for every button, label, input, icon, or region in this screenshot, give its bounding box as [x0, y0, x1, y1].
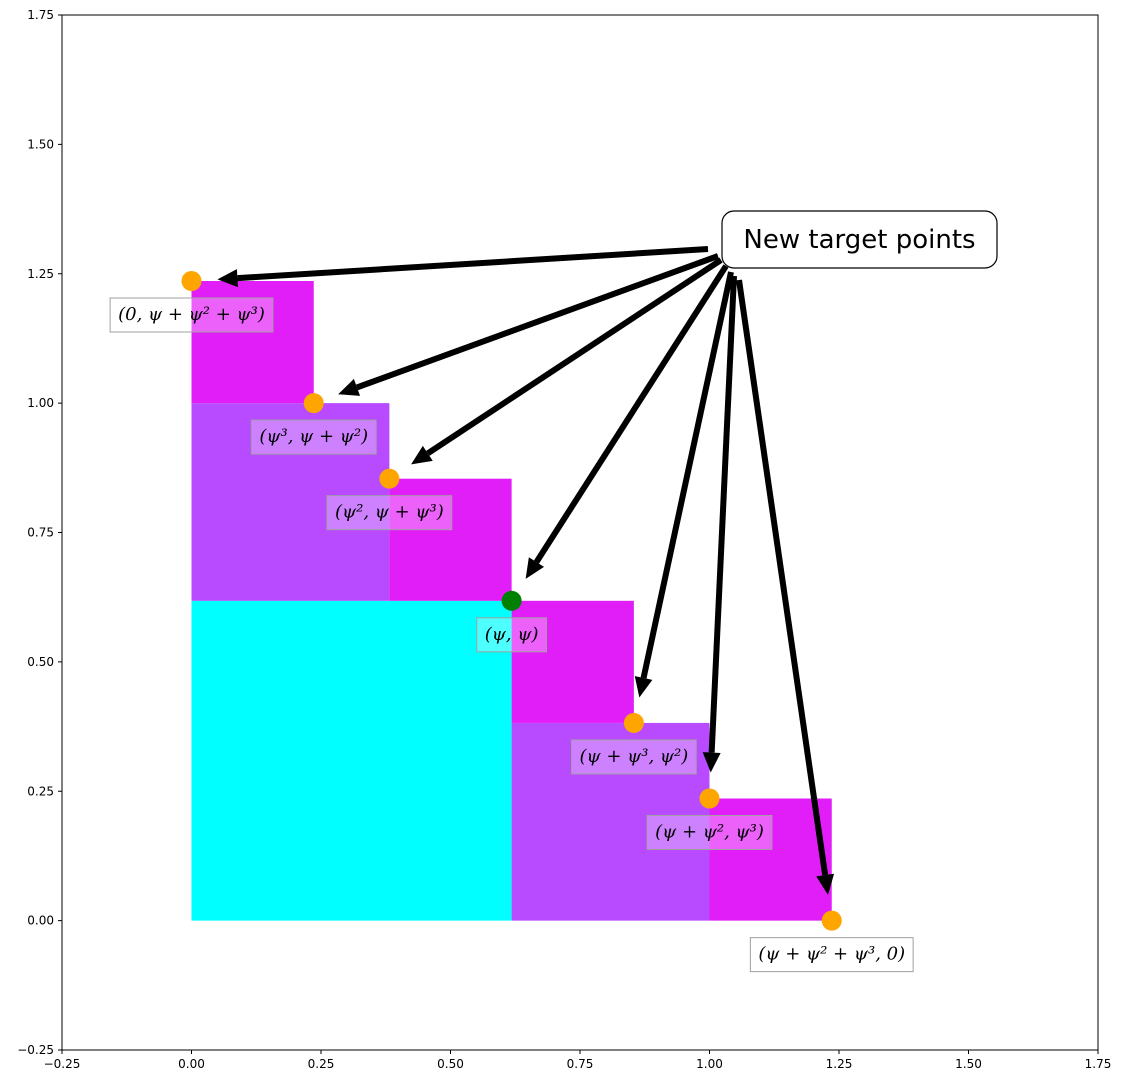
y-tick-label: 0.00: [27, 914, 54, 928]
annotation-text: New target points: [743, 225, 975, 255]
point-label: (ψ + ψ², ψ³): [655, 821, 764, 842]
target-point: [623, 712, 644, 733]
point-label: (ψ + ψ³, ψ²): [579, 746, 688, 767]
arrow-line: [708, 275, 737, 753]
x-tick-label: 1.75: [1085, 1057, 1112, 1071]
x-tick-label: 0.00: [178, 1057, 205, 1071]
target-point: [379, 468, 400, 489]
target-point: [303, 393, 324, 414]
ticks-layer: −0.25 0.00 0.25 0.50 0.75 1.00 1.25 1.50 1.75 −0.…: [17, 8, 1111, 1071]
x-tick-label: 1.50: [955, 1057, 982, 1071]
y-tick-label: 1.50: [27, 137, 54, 151]
y-tick-label: 1.25: [27, 267, 54, 281]
y-tick-label: 1.75: [27, 8, 54, 22]
arrow-head: [338, 378, 361, 396]
point-label-frame: [109, 297, 274, 333]
square-0: [191, 600, 512, 921]
points-layer: [181, 270, 842, 931]
point-label: (ψ², ψ + ψ³): [335, 502, 444, 523]
annotation-arrows: [217, 246, 835, 895]
arrow-head: [816, 873, 835, 895]
point-label: (ψ, ψ): [485, 624, 539, 645]
y-tick-label: 0.75: [27, 526, 54, 540]
point-label-frame: [326, 495, 453, 531]
point-labels-layer: (0, ψ + ψ² + ψ³) (ψ³, ψ + ψ²) (ψ², ψ + ψ³)…: [109, 297, 914, 973]
y-tick-label: 1.00: [27, 396, 54, 410]
original-point: [501, 590, 522, 611]
arrow-head: [634, 676, 653, 698]
arrow-line: [237, 246, 709, 282]
point-label-frame: [749, 937, 914, 973]
arrow-line: [533, 264, 729, 564]
square-4: [389, 478, 512, 601]
point-label-box: (ψ + ψ³, ψ²): [570, 739, 697, 775]
x-tick-label: 0.25: [308, 1057, 335, 1071]
square-6: [709, 798, 832, 921]
annotation-box: New target points: [721, 210, 998, 269]
point-label-box: (ψ + ψ² + ψ³, 0): [749, 937, 914, 973]
y-tick-label: 0.25: [27, 784, 54, 798]
point-label-box: (0, ψ + ψ² + ψ³): [109, 297, 274, 333]
arrow-line: [426, 257, 723, 456]
point-label-frame: [250, 419, 377, 455]
arrow-head: [702, 752, 721, 773]
square-3: [191, 280, 314, 404]
x-tick-label: 1.25: [826, 1057, 853, 1071]
x-tick-label: 1.00: [696, 1057, 723, 1071]
point-label-box: (ψ², ψ + ψ³): [326, 495, 453, 531]
point-label-frame: [476, 617, 547, 653]
arrow-head: [525, 557, 545, 579]
target-point: [181, 270, 202, 291]
point-label: (ψ + ψ² + ψ³, 0): [758, 944, 905, 965]
x-tick-label: 0.75: [567, 1057, 594, 1071]
arrow-line: [640, 271, 734, 679]
point-label-box: (ψ + ψ², ψ³): [646, 814, 773, 850]
y-tick-label: −0.25: [17, 1043, 54, 1057]
y-tick-label: 0.50: [27, 655, 54, 669]
point-label-frame: [570, 739, 697, 775]
rectangles-layer: [191, 280, 832, 921]
arrow-head: [411, 445, 433, 465]
point-label-frame: [646, 814, 773, 850]
point-label-box: (ψ, ψ): [476, 617, 547, 653]
arrow-line: [355, 253, 720, 391]
square-1: [191, 403, 390, 601]
square-5: [511, 600, 634, 723]
point-label: (0, ψ + ψ² + ψ³): [118, 304, 265, 325]
x-tick-label: 0.50: [437, 1057, 464, 1071]
arrow-head: [217, 269, 238, 288]
target-point: [699, 788, 720, 809]
target-point: [821, 910, 842, 931]
annotation-box-frame: [721, 210, 998, 269]
square-2: [511, 722, 710, 921]
point-label-box: (ψ³, ψ + ψ²): [250, 419, 377, 455]
x-tick-label: −0.25: [44, 1057, 81, 1071]
point-label: (ψ³, ψ + ψ²): [259, 426, 368, 447]
arrow-line: [736, 279, 829, 876]
